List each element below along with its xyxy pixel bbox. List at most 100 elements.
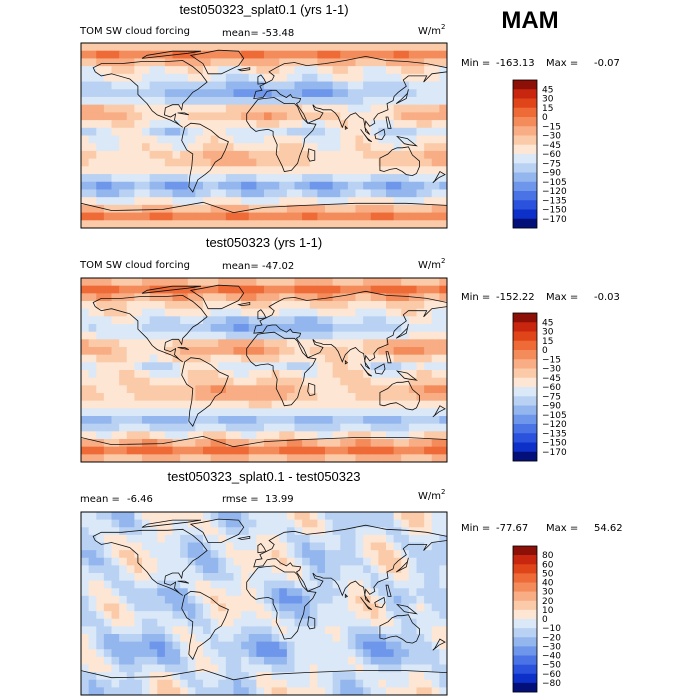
map-cell [218,58,227,67]
map-cell [248,423,257,432]
map-cell [325,316,334,325]
map-cell [309,212,318,221]
panel-2-colorbar: 4530150−15−30−45−60−75−90−105−120−135−15… [512,312,567,462]
map-cell [370,347,379,356]
map-cell [119,377,128,386]
coastline [344,359,349,365]
map-cell [401,534,410,543]
map-cell [416,220,425,228]
map-cell [81,385,90,394]
map-cell [302,542,311,551]
map-cell [195,339,204,348]
map-cell [309,595,318,604]
map-cell [256,135,265,144]
map-cell [142,89,151,98]
map-cell [172,181,181,190]
map-cell [164,339,173,348]
map-cell [210,672,219,681]
map-cell [363,278,372,287]
map-cell [271,354,280,363]
map-cell [355,150,364,160]
map-cell [157,431,166,440]
panel-2-title: test050323 (yrs 1-1) [206,235,322,250]
map-cell [180,370,189,379]
map-cell [172,339,181,348]
map-cell [149,362,158,371]
map-cell [393,672,402,681]
map-cell [386,687,395,695]
map-cell [264,580,273,589]
map-cell [218,595,227,604]
map-cell [416,347,425,356]
map-cell [363,339,372,348]
map-cell [431,618,440,627]
map-cell [294,519,303,528]
map-cell [416,580,425,589]
map-cell [88,120,97,129]
map-cell [340,96,349,106]
map-cell [408,104,417,113]
map-cell [103,166,112,175]
map-cell [203,408,212,417]
map-cell [157,339,166,348]
map-cell [111,679,120,688]
map-cell [119,301,128,310]
map-cell [81,316,90,325]
map-cell [302,512,311,521]
map-cell [370,634,379,643]
map-cell [378,423,387,432]
map-cell [241,212,250,221]
map-cell [187,687,196,695]
map-cell [81,347,90,356]
coastline [379,146,421,177]
map-cell [317,285,326,294]
map-cell [225,664,234,673]
map-cell [126,687,135,695]
colorbar-tick-label: −30 [542,642,561,652]
map-cell [325,534,334,543]
map-cell [302,181,311,190]
map-cell [81,542,90,551]
map-cell [408,197,417,206]
map-cell [271,656,280,665]
map-cell [218,641,227,650]
map-cell [81,50,90,59]
map-cell [187,189,196,198]
map-cell [142,301,151,310]
map-cell [325,527,334,536]
map-cell [424,181,433,190]
map-cell [325,204,334,213]
map-cell [271,220,280,228]
map-cell [340,431,349,440]
map-cell [294,43,303,52]
map-cell [149,527,158,536]
map-cell [363,50,372,59]
map-cell [271,603,280,612]
map-cell [88,278,97,287]
map-cell [317,197,326,206]
map-cell [271,324,280,333]
map-cell [302,656,311,665]
colorbar-swatch [513,564,537,574]
map-cell [309,565,318,574]
map-cell [149,400,158,409]
map-cell [294,220,303,228]
map-cell [149,512,158,521]
map-cell [180,679,189,688]
map-cell [172,595,181,604]
map-cell [378,618,387,627]
map-cell [164,557,173,566]
map-cell [180,220,189,228]
map-cell [317,150,326,160]
map-cell [218,135,227,144]
map-cell [325,542,334,551]
map-cell [119,112,128,121]
map-cell [347,104,356,113]
map-cell [325,649,334,658]
panel-3-map-frame [80,511,448,696]
map-cell [264,527,273,536]
map-cell [279,550,288,559]
map-cell [88,565,97,574]
map-cell [241,393,250,402]
map-cell [81,166,90,175]
